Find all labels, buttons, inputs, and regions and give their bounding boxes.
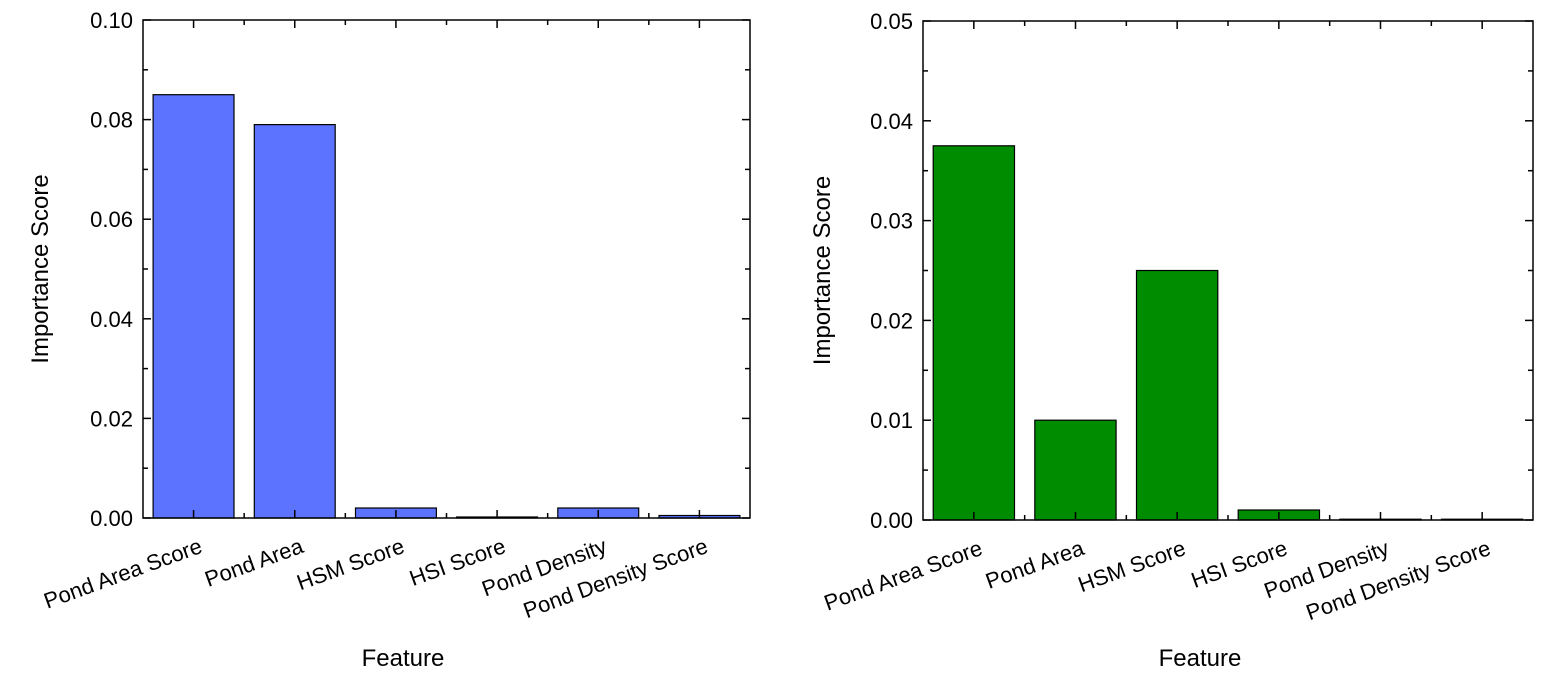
right-ytick-label-4: 0.04 <box>870 109 913 134</box>
left-ytick-label-2: 0.04 <box>90 307 133 332</box>
left-bar-0 <box>152 94 235 519</box>
right-ytick-label-5: 0.05 <box>870 9 913 34</box>
chart-left: 0.00 0.02 0.04 0.06 0.08 0.10 Pond Area ScoreP… <box>27 8 751 672</box>
left-ytick-label-1: 0.02 <box>90 406 133 431</box>
left-xtick-label-2: HSM Score <box>293 533 407 595</box>
right-ytick-label-1: 0.01 <box>870 408 913 433</box>
right-xtick-label-0: Pond Area Score <box>821 535 986 615</box>
right-ytick-label-0: 0.00 <box>870 508 913 533</box>
right-bar-0 <box>932 145 1016 521</box>
left-xtick-label-1: Pond Area <box>201 533 307 592</box>
left-ytick-label-3: 0.06 <box>90 207 133 232</box>
right-ytick-label-2: 0.02 <box>870 308 913 333</box>
right-y-axis-title: Importance Score <box>809 176 836 365</box>
left-ytick-label-0: 0.00 <box>90 506 133 531</box>
left-x-axis-title: Feature <box>362 645 445 672</box>
left-xtick-label-0: Pond Area Score <box>40 533 205 613</box>
left-ytick-label-4: 0.08 <box>90 108 133 133</box>
right-bar-1 <box>1034 419 1117 521</box>
right-x-axis-title: Feature <box>1159 645 1242 672</box>
right-bar-2 <box>1135 269 1219 521</box>
left-y-axis-title: Importance Score <box>27 174 54 363</box>
right-ytick-label-3: 0.03 <box>870 209 913 234</box>
left-bar-1 <box>253 123 336 519</box>
left-ytick-label-5: 0.10 <box>90 8 133 33</box>
chart-right: 0.00 0.01 0.02 0.03 0.04 0.05 Pond Area ScoreP… <box>809 9 1534 672</box>
right-xtick-label-2: HSM Score <box>1075 535 1189 597</box>
right-xtick-label-1: Pond Area <box>982 535 1088 594</box>
